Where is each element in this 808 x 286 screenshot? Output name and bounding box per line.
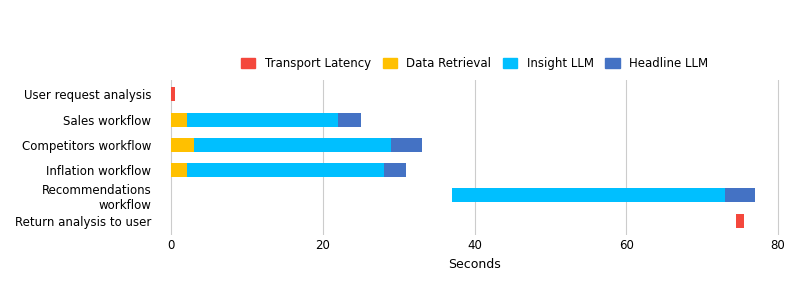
Bar <box>725 188 755 202</box>
Bar <box>171 88 175 101</box>
Bar <box>187 113 339 127</box>
Bar <box>187 163 384 177</box>
Bar <box>171 138 194 152</box>
Bar <box>339 113 361 127</box>
Bar <box>171 113 187 127</box>
Bar <box>171 163 187 177</box>
Bar <box>384 163 406 177</box>
Legend: Transport Latency, Data Retrieval, Insight LLM, Headline LLM: Transport Latency, Data Retrieval, Insig… <box>237 52 713 75</box>
Bar <box>736 214 743 228</box>
Bar <box>194 138 391 152</box>
Bar <box>391 138 422 152</box>
Bar <box>452 188 725 202</box>
X-axis label: Seconds: Seconds <box>448 258 501 271</box>
